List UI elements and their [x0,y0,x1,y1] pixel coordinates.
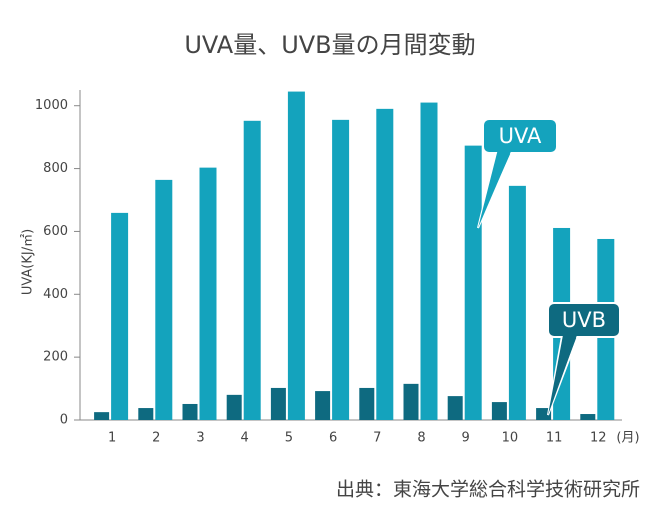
bar [447,396,463,420]
bar [508,185,526,420]
bar [580,414,596,420]
x-tick-label: 9 [462,431,470,446]
bar [420,102,438,421]
bar [403,383,419,420]
y-tick-label: 0 [60,413,68,428]
bar [111,212,129,420]
x-tick-label: 4 [241,431,249,446]
x-tick-label: 6 [329,431,337,446]
bar [155,179,173,420]
bar [199,167,217,420]
bar [226,394,242,420]
source: 出典：東海大学総合科学技術研究所 [336,479,640,501]
bar [359,387,375,420]
y-tick-label: 200 [43,350,68,365]
x-tick-label: 12 [590,431,607,446]
bar [287,91,305,421]
legend-label: UVA [499,124,542,148]
chart-title: UVA量、UVB量の月間変動 [184,31,475,59]
bar [138,408,154,420]
bar [182,403,198,420]
bar [243,120,261,421]
bar [536,408,552,420]
bar [94,412,110,420]
x-unit: (月) [616,431,639,446]
x-tick-label: 2 [152,431,160,446]
bar [464,145,482,420]
x-tick-label: 11 [546,431,563,446]
x-tick-label: 10 [502,431,519,446]
legend-label: UVB [562,308,606,332]
bar [270,387,286,420]
y-tick-label: 400 [43,287,68,302]
callout-joint [478,149,512,228]
callout-joint [548,335,577,415]
x-tick-label: 1 [108,431,116,446]
bar [315,391,331,420]
y-tick-label: 800 [43,161,68,176]
y-tick-label: 600 [43,224,68,239]
callout-box [482,118,558,154]
x-tick-label: 7 [373,431,381,446]
bar [332,119,350,420]
bar [376,108,394,420]
y-tick-label: 1000 [35,98,68,113]
x-tick-label: 3 [196,431,204,446]
x-tick-label: 8 [417,431,425,446]
y-axis-label: UVA(KJ/㎡) [21,229,36,295]
bar [491,402,507,420]
callout-box [547,302,621,338]
x-tick-label: 5 [285,431,293,446]
